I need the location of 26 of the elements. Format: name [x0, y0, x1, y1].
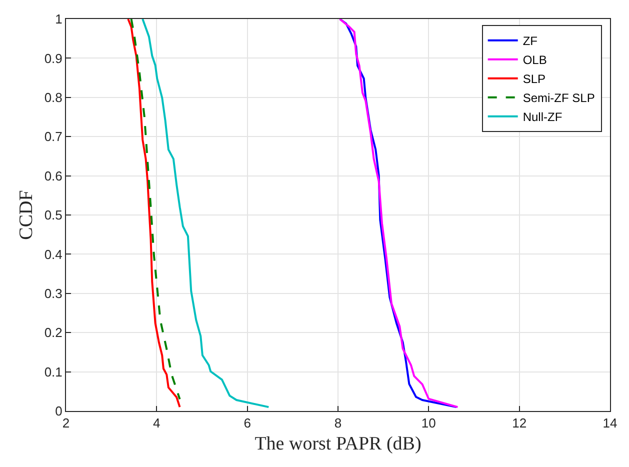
x-tick-label: 6 [244, 416, 251, 431]
x-axis-title: The worst PAPR (dB) [254, 433, 422, 454]
legend-label: OLB [522, 53, 547, 68]
y-tick-label: 0.1 [44, 364, 62, 380]
legend-label: SLP [522, 72, 546, 86]
line-series [142, 19, 270, 408]
y-tick-label: 0.8 [44, 90, 62, 105]
x-tick-label: 10 [421, 416, 436, 431]
legend-label: ZF [522, 34, 538, 48]
y-tick-label: 0.7 [44, 129, 62, 144]
y-tick-label: 0.5 [44, 208, 62, 223]
x-tick-label: 12 [512, 416, 527, 431]
legend-label: Semi-ZF SLP [522, 91, 595, 106]
y-tick-label: 0.9 [44, 50, 62, 66]
x-tick-label: 8 [334, 416, 342, 431]
x-tick-label: 14 [602, 416, 618, 431]
y-tick-label: 0.6 [44, 168, 62, 184]
x-tick-label: 4 [153, 416, 160, 431]
legend-label: Null-ZF [522, 110, 562, 124]
x-tick-label: 2 [62, 416, 70, 431]
y-tick-label: 1 [55, 12, 62, 27]
y-tick-label: 0.4 [44, 246, 62, 262]
y-tick-label: 0.2 [44, 325, 62, 340]
y-tick-label: 0.3 [44, 286, 62, 301]
y-tick-label: 0 [55, 404, 62, 419]
y-axis-title: CCDF [16, 190, 38, 240]
